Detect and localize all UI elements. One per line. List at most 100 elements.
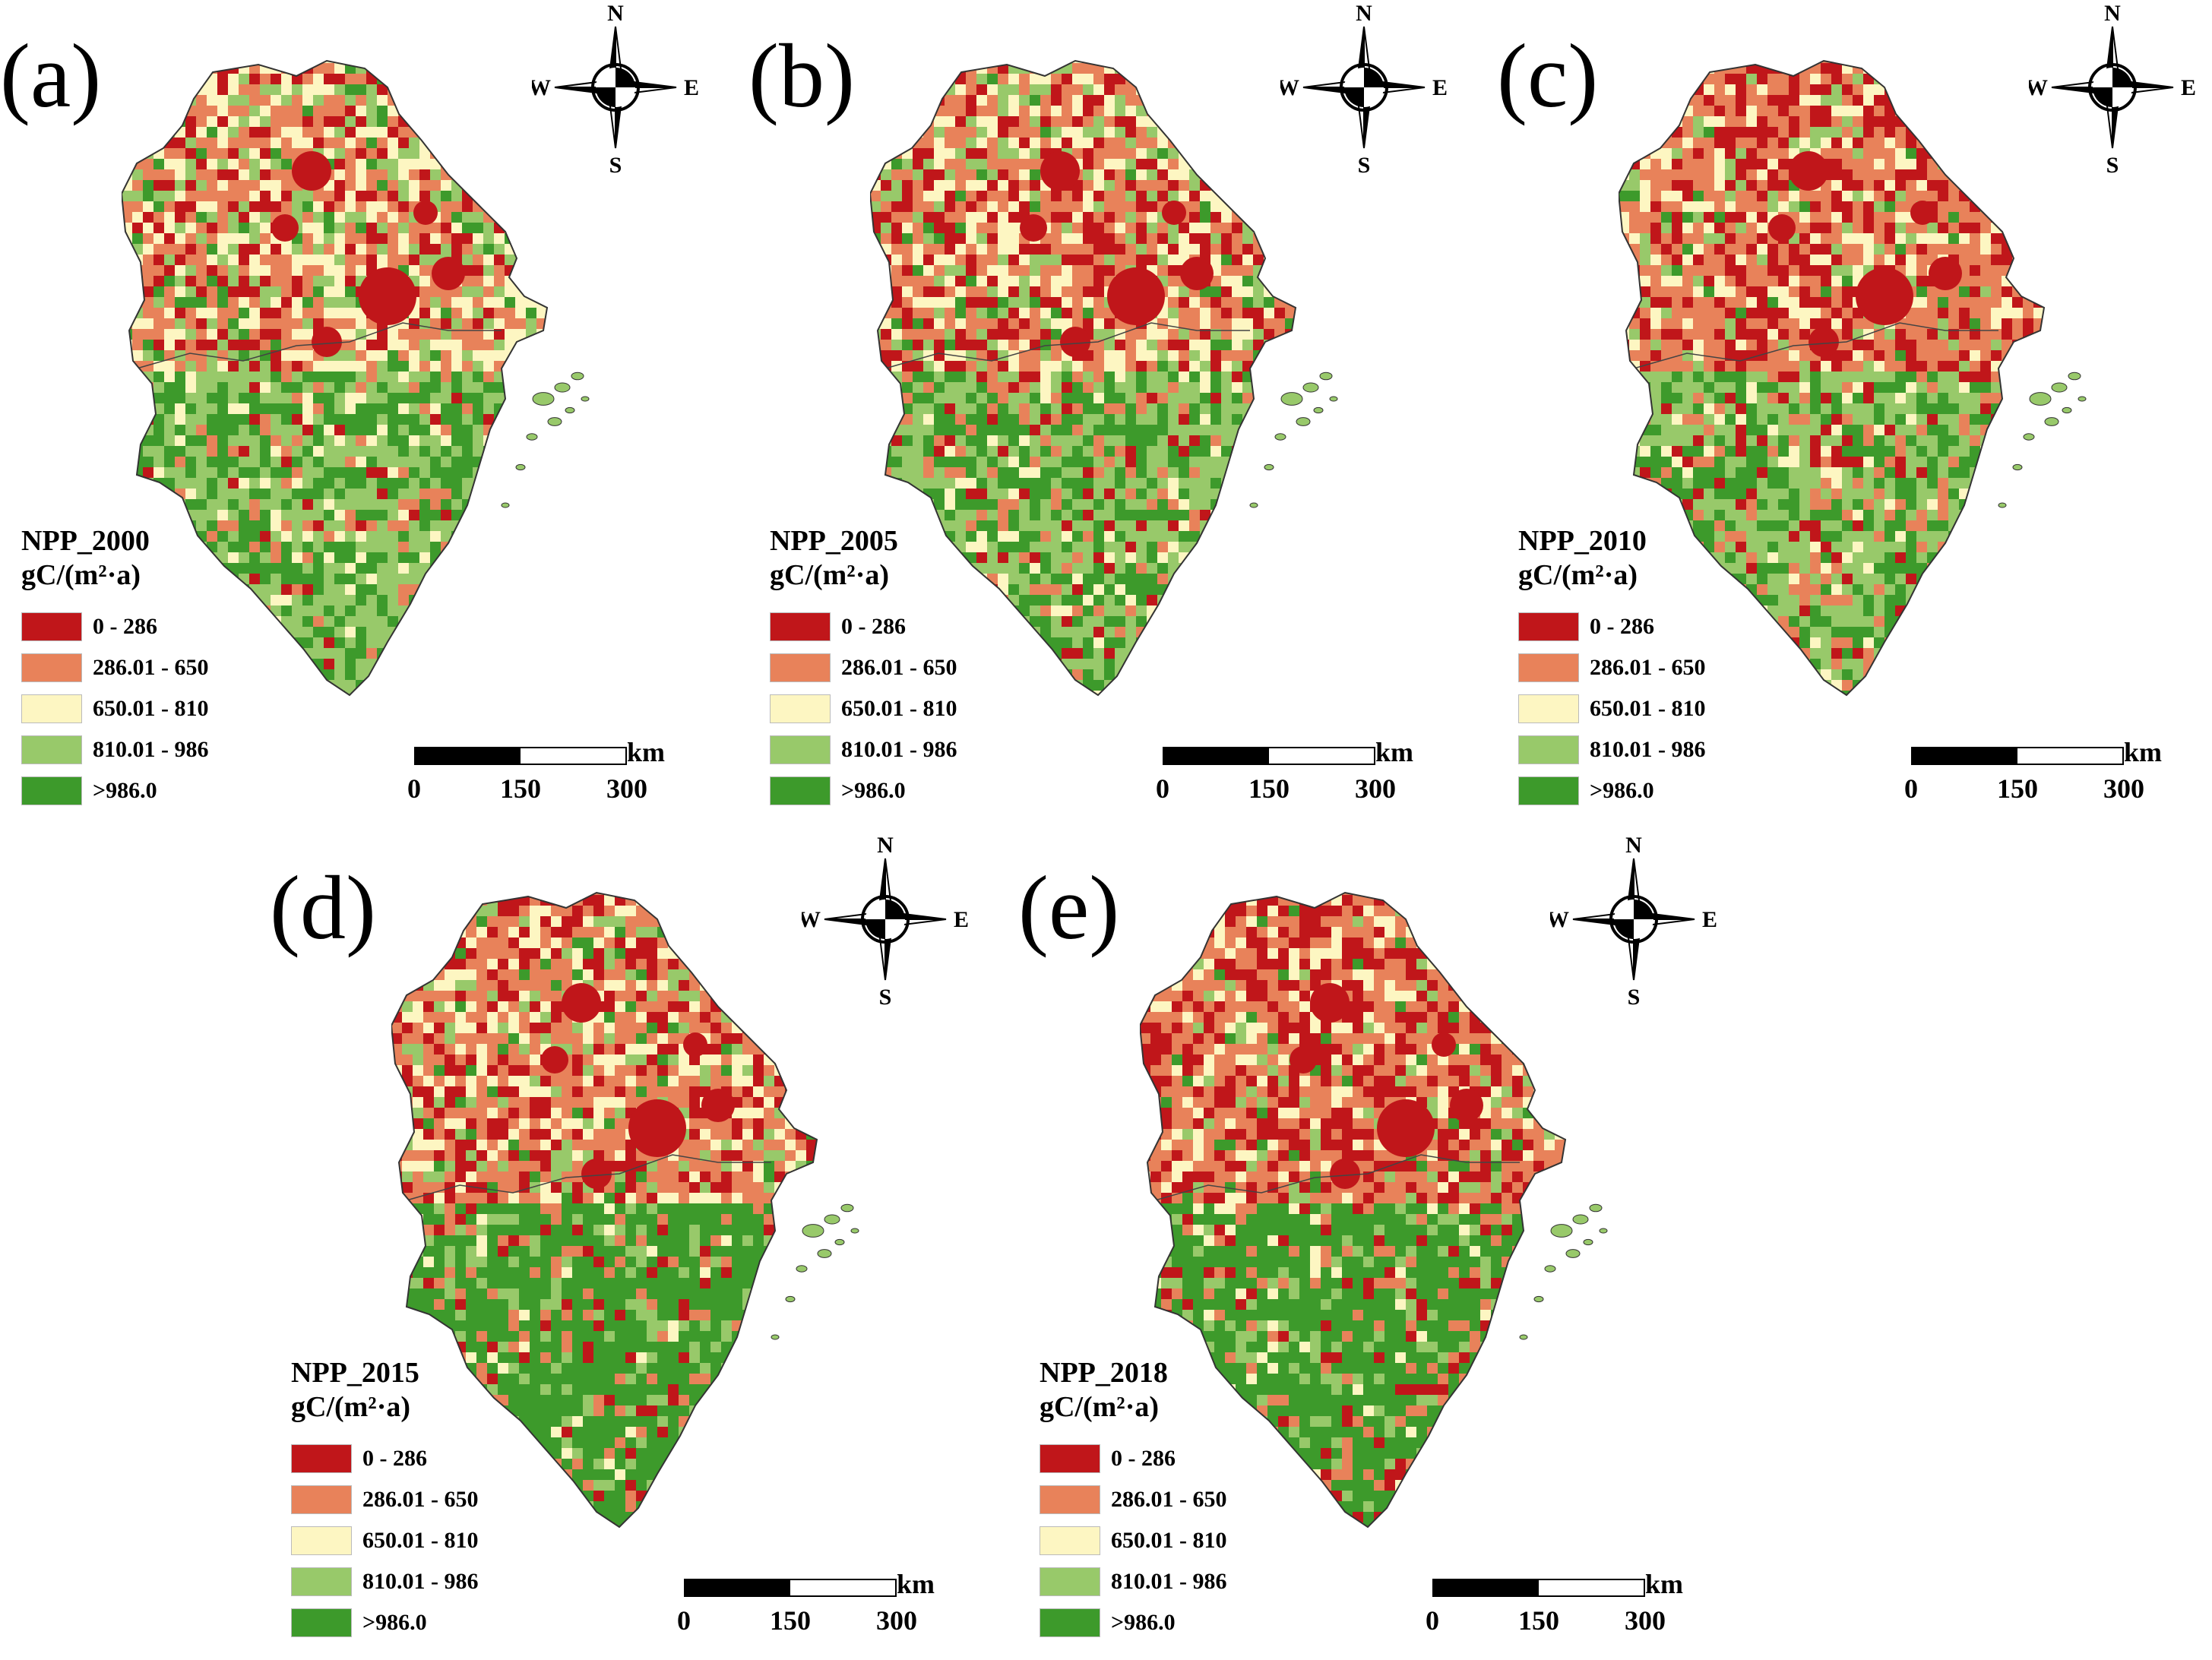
legend-label: >986.0 xyxy=(362,1610,427,1636)
scale-unit: km xyxy=(1645,1568,1683,1600)
legend-title: NPP_2000 xyxy=(21,524,264,558)
legend-label: >986.0 xyxy=(1590,778,1654,804)
compass-east-label: E xyxy=(954,907,969,932)
legend-label: 810.01 - 986 xyxy=(93,737,209,763)
legend-label: 286.01 - 650 xyxy=(1590,655,1706,681)
compass-rose-icon: N S E W xyxy=(1550,832,1717,1007)
legend-item: 810.01 - 986 xyxy=(21,729,264,770)
legend-unit: gC/(m²·a) xyxy=(1040,1390,1283,1424)
scale-tick: 0 xyxy=(407,773,421,805)
legend-swatch xyxy=(291,1485,352,1514)
legend-item: >986.0 xyxy=(1040,1602,1283,1643)
scale-unit: km xyxy=(2124,736,2162,768)
scale-bar: km 0 150 300 xyxy=(1140,741,1459,824)
legend-swatch xyxy=(770,612,831,641)
legend-swatch xyxy=(291,1444,352,1473)
compass-east-label: E xyxy=(1432,75,1448,100)
compass-west-label: W xyxy=(2029,75,2048,100)
legend-label: 810.01 - 986 xyxy=(1111,1569,1227,1595)
compass-east-label: E xyxy=(2181,75,2196,100)
legend-swatch xyxy=(21,612,82,641)
compass-south-label: S xyxy=(2106,153,2119,175)
legend-item: 286.01 - 650 xyxy=(1518,647,1761,688)
map-panel-c: (c) N S E W xyxy=(1497,0,2212,828)
map-panel-a: (a) N S E W xyxy=(0,0,760,828)
scale-tick: 150 xyxy=(770,1605,811,1636)
compass-south-label: S xyxy=(1628,985,1641,1007)
legend-item: 286.01 - 650 xyxy=(770,647,1013,688)
legend-swatch xyxy=(1518,776,1579,805)
compass-north-label: N xyxy=(1356,1,1372,26)
scale-bar: km 0 150 300 xyxy=(391,741,710,824)
legend-item: >986.0 xyxy=(770,770,1013,811)
panel-label: (c) xyxy=(1497,30,1598,122)
scale-tick: 300 xyxy=(1355,773,1396,805)
legend-swatch xyxy=(1518,653,1579,682)
compass-west-label: W xyxy=(802,907,821,932)
legend-label: 0 - 286 xyxy=(362,1446,427,1472)
legend-label: 650.01 - 810 xyxy=(841,696,957,722)
legend-item: 810.01 - 986 xyxy=(1040,1561,1283,1602)
legend-label: 810.01 - 986 xyxy=(841,737,957,763)
legend-swatch xyxy=(770,653,831,682)
legend-swatch xyxy=(1040,1485,1100,1514)
scale-tick: 150 xyxy=(1997,773,2038,805)
legend-label: 650.01 - 810 xyxy=(1590,696,1706,722)
legend-label: 0 - 286 xyxy=(1590,614,1654,640)
scale-bar: km 0 150 300 xyxy=(1888,741,2207,824)
scale-tick: 300 xyxy=(876,1605,917,1636)
legend-swatch xyxy=(1040,1567,1100,1596)
legend-label: >986.0 xyxy=(841,778,906,804)
legend-item: 650.01 - 810 xyxy=(1518,688,1761,729)
legend-label: 0 - 286 xyxy=(1111,1446,1176,1472)
scale-tick: 0 xyxy=(1904,773,1918,805)
compass-south-label: S xyxy=(879,985,892,1007)
scale-bar: km 0 150 300 xyxy=(661,1573,980,1656)
compass-east-label: E xyxy=(1702,907,1717,932)
legend-item: 650.01 - 810 xyxy=(21,688,264,729)
legend-unit: gC/(m²·a) xyxy=(1518,558,1761,593)
legend-item: 0 - 286 xyxy=(291,1438,534,1479)
scale-bar: km 0 150 300 xyxy=(1410,1573,1729,1656)
legend-label: 650.01 - 810 xyxy=(1111,1528,1227,1554)
legend-label: 0 - 286 xyxy=(93,614,157,640)
scale-unit: km xyxy=(897,1568,935,1600)
legend-item: 0 - 286 xyxy=(1040,1438,1283,1479)
legend-label: 0 - 286 xyxy=(841,614,906,640)
legend-swatch xyxy=(1518,612,1579,641)
scale-tick: 300 xyxy=(606,773,647,805)
scale-tick: 150 xyxy=(500,773,541,805)
scale-tick: 0 xyxy=(1426,1605,1439,1636)
compass-north-label: N xyxy=(1625,833,1642,858)
legend-item: 286.01 - 650 xyxy=(291,1479,534,1520)
compass-north-label: N xyxy=(877,833,894,858)
legend-item: >986.0 xyxy=(1518,770,1761,811)
compass-west-label: W xyxy=(1550,907,1569,932)
legend-label: >986.0 xyxy=(1111,1610,1176,1636)
legend-label: 650.01 - 810 xyxy=(93,696,209,722)
legend-title: NPP_2010 xyxy=(1518,524,1761,558)
legend-item: 650.01 - 810 xyxy=(1040,1520,1283,1561)
compass-south-label: S xyxy=(609,153,622,175)
compass-west-label: W xyxy=(1280,75,1299,100)
legend-swatch xyxy=(291,1608,352,1637)
legend-item: 650.01 - 810 xyxy=(770,688,1013,729)
legend-unit: gC/(m²·a) xyxy=(21,558,264,593)
compass-rose-icon: N S E W xyxy=(2029,0,2196,175)
legend-item: 0 - 286 xyxy=(1518,606,1761,647)
scale-tick: 0 xyxy=(677,1605,691,1636)
scale-bar-graphic xyxy=(684,1579,897,1597)
legend-swatch xyxy=(1040,1526,1100,1555)
legend-item: 810.01 - 986 xyxy=(1518,729,1761,770)
compass-rose-icon: N S E W xyxy=(802,832,969,1007)
legend-swatch xyxy=(1040,1608,1100,1637)
legend-label: 650.01 - 810 xyxy=(362,1528,479,1554)
scale-tick: 300 xyxy=(1625,1605,1666,1636)
legend-unit: gC/(m²·a) xyxy=(770,558,1013,593)
legend-item: 0 - 286 xyxy=(21,606,264,647)
legend-swatch xyxy=(1518,735,1579,764)
legend-label: >986.0 xyxy=(93,778,157,804)
legend-unit: gC/(m²·a) xyxy=(291,1390,534,1424)
